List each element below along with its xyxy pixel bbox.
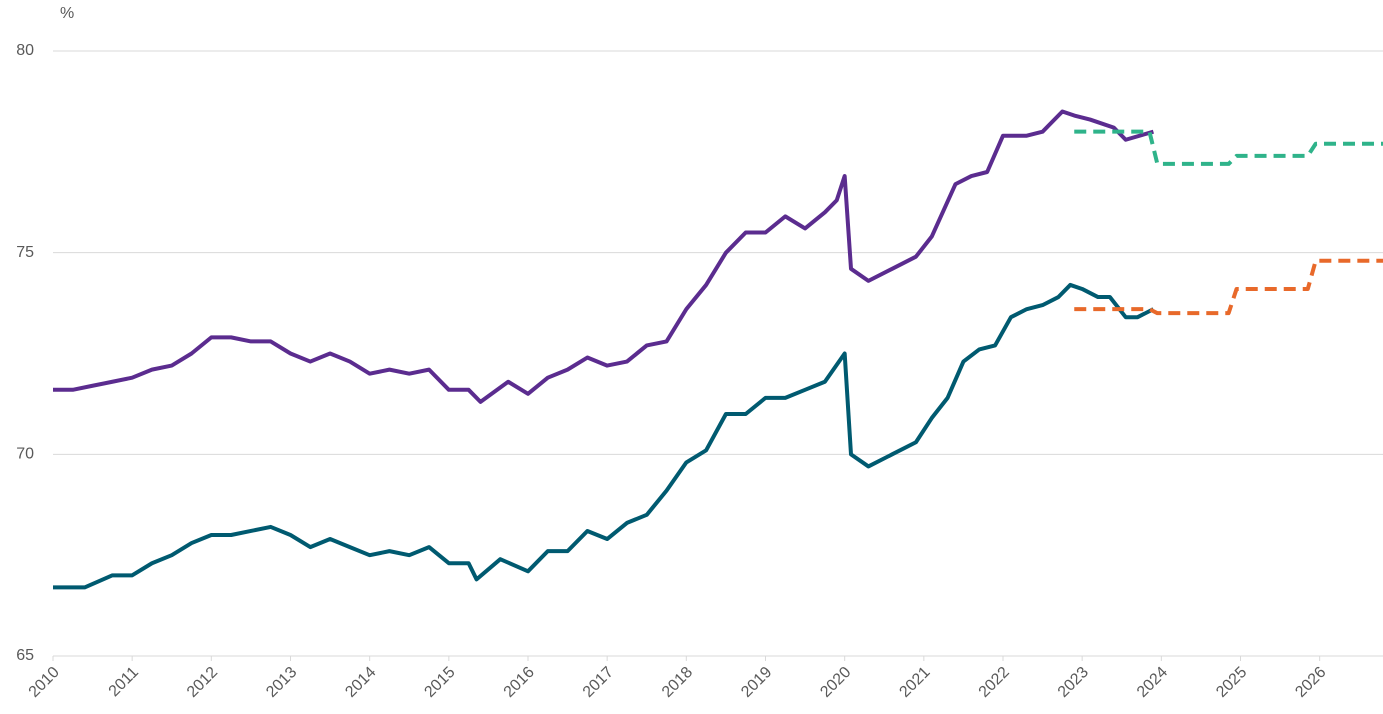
x-tick-label: 2010 — [26, 664, 63, 701]
x-tick-label: 2019 — [738, 664, 775, 701]
series-line — [53, 109, 1154, 404]
x-tick-label: 2018 — [659, 664, 696, 701]
x-tick-label: 2025 — [1213, 664, 1250, 701]
x-tick-label: 2022 — [976, 664, 1013, 701]
x-tick-label: 2017 — [580, 664, 617, 701]
series-line — [1074, 129, 1383, 166]
y-tick-label: 65 — [16, 647, 34, 664]
x-tick-label: 2015 — [421, 664, 458, 701]
x-tick-label: 2023 — [1055, 664, 1092, 701]
y-tick-label: 70 — [16, 446, 34, 463]
y-tick-label: 75 — [16, 244, 34, 261]
x-tick-label: 2021 — [896, 664, 933, 701]
x-tick-label: 2020 — [817, 664, 854, 701]
series-line — [53, 282, 1155, 590]
x-tick-label: 2014 — [342, 664, 379, 701]
x-tick-label: 2024 — [1134, 664, 1171, 701]
x-tick-label: 2011 — [106, 664, 142, 700]
y-axis-label: % — [60, 5, 74, 22]
x-tick-label: 2026 — [1292, 664, 1329, 701]
y-tick-label: 80 — [16, 42, 34, 59]
x-tick-label: 2012 — [184, 664, 221, 701]
x-tick-label: 2016 — [501, 664, 538, 701]
x-tick-label: 2013 — [263, 664, 300, 701]
series-line — [1074, 258, 1383, 316]
